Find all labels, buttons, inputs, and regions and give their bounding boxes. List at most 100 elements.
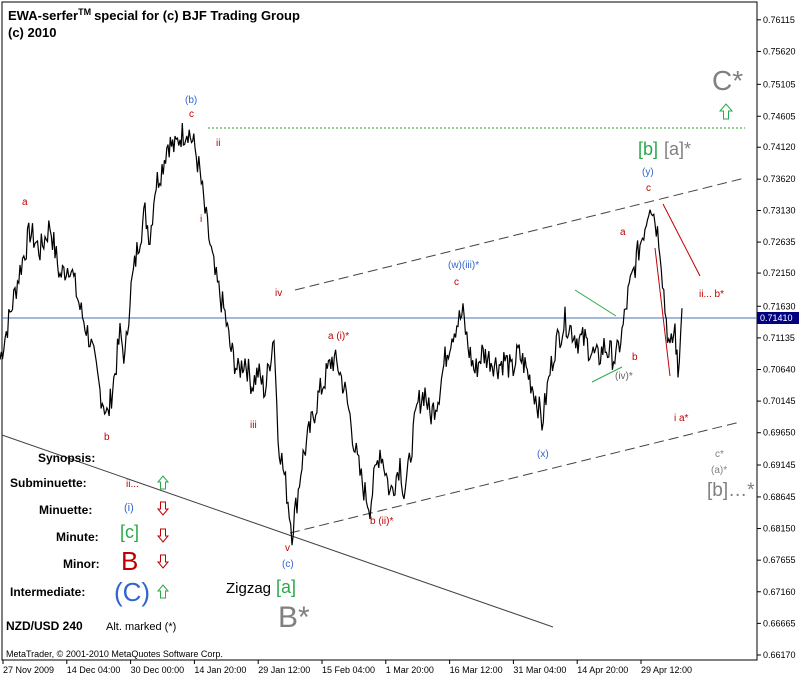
- long-trendline: [1, 434, 554, 628]
- x-tick-label: 1 Mar 20:00: [386, 665, 434, 675]
- red-segment-2: [662, 203, 701, 277]
- wave-c-star-small: c*: [715, 449, 724, 460]
- legend-symbol-subminuette: ii...: [126, 479, 139, 490]
- wave-a-right: a: [620, 227, 626, 238]
- chart-title: EWA-serferTM special for (c) BJF Trading …: [8, 7, 300, 23]
- y-tick-label: 0.67160: [763, 587, 796, 597]
- symbol-caption: NZD/USD 240: [6, 619, 83, 633]
- legend-label-intermediate: Intermediate:: [10, 585, 85, 599]
- up-arrow-icon: [156, 584, 170, 599]
- y-tick-label: 0.74120: [763, 142, 796, 152]
- chart-subtitle: (c) 2010: [8, 25, 56, 40]
- wave-b-bracket-green: [b]: [638, 139, 658, 159]
- x-axis: 27 Nov 2009 14 Dec 04:00 30 Dec 00:00 14 Ja…: [2, 660, 692, 675]
- wave-b-paren: (b): [185, 95, 197, 106]
- channel-lower-dashed: [289, 421, 741, 534]
- price-series-line: [0, 122, 683, 546]
- footer-credit: MetaTrader, © 2001-2010 MetaQuotes Softw…: [6, 649, 223, 659]
- y-tick-label: 0.67655: [763, 555, 796, 565]
- y-tick-label: 0.75105: [763, 79, 796, 89]
- y-tick-label: 0.72635: [763, 237, 796, 247]
- down-arrow-icon: [156, 528, 170, 543]
- red-segment-1: [654, 247, 671, 377]
- channel-upper-dashed: [294, 177, 746, 291]
- wave-a-left: a: [22, 197, 28, 208]
- legend-symbol-minute: [c]: [120, 522, 139, 542]
- x-tick-label: 30 Dec 00:00: [131, 665, 185, 675]
- x-tick-label: 16 Mar 12:00: [450, 665, 503, 675]
- wave-c-top: c: [189, 109, 194, 120]
- y-tick-label: 0.66170: [763, 650, 796, 660]
- wave-x-paren: (x): [537, 449, 549, 460]
- wave-a-bracket-gray: [a]*: [664, 139, 691, 159]
- wave-i-1: i: [200, 214, 202, 225]
- legend-label-subminuette: Subminuette:: [10, 476, 87, 490]
- zigzag-b-star: B*: [278, 601, 310, 634]
- wave-b-left: b: [104, 432, 110, 443]
- wave-ii-1: ii: [216, 138, 220, 149]
- y-tick-label: 0.72150: [763, 268, 796, 278]
- wave-c-paren-bottom: (c): [282, 559, 294, 570]
- wave-y-paren: (y): [642, 167, 654, 178]
- x-tick-label: 29 Apr 12:00: [641, 665, 692, 675]
- up-arrow-icon: [156, 475, 170, 490]
- y-tick-label: 0.73620: [763, 174, 796, 184]
- y-tick-label: 0.76115: [763, 15, 795, 25]
- wave-b-bracket-dots: [b]…*: [707, 480, 755, 501]
- wave-b-right: b: [632, 352, 638, 363]
- wave-b-paren-ii: b (ii)*: [370, 516, 393, 527]
- y-tick-label: 0.73130: [763, 205, 796, 215]
- wave-iv-1: iv: [275, 288, 282, 299]
- legend-label-minuette: Minuette:: [39, 503, 92, 517]
- y-tick-label: 0.74605: [763, 111, 796, 121]
- wave-c-star-big: C*: [712, 65, 743, 96]
- x-tick-label: 15 Feb 04:00: [322, 665, 375, 675]
- x-tick-label: 29 Jan 12:00: [258, 665, 310, 675]
- x-tick-label: 31 Mar 04:00: [513, 665, 566, 675]
- legend-symbol-intermediate: (C): [114, 577, 150, 607]
- green-segment-lower: [591, 366, 623, 383]
- wave-c-mid: c: [454, 277, 459, 288]
- wave-iii-1: iii: [250, 420, 257, 431]
- y-tick-label: 0.68150: [763, 524, 796, 534]
- y-tick-label: 0.71135: [763, 333, 795, 343]
- plot-frame: [1, 1, 758, 661]
- down-arrow-icon: [156, 501, 170, 516]
- legend-label-minor: Minor:: [63, 557, 100, 571]
- y-tick-label: 0.70145: [763, 396, 796, 406]
- x-tick-label: 14 Apr 20:00: [577, 665, 628, 675]
- y-tick-label: 0.69650: [763, 428, 796, 438]
- wave-i-a-star: i a*: [674, 413, 689, 424]
- y-tick-label: 0.70640: [763, 365, 796, 375]
- wave-w-iii: (w)(iii)*: [448, 260, 479, 271]
- green-segment-upper: [574, 289, 617, 317]
- y-tick-label: 0.66665: [763, 618, 796, 628]
- legend-symbol-minuette: (i): [124, 502, 134, 514]
- up-arrow-icon: [718, 103, 734, 120]
- legend-symbol-minor: B: [121, 546, 138, 576]
- wave-ii-b-star: ii... b*: [699, 289, 724, 300]
- y-tick-label: 0.69145: [763, 460, 796, 470]
- zigzag-label: Zigzag: [226, 580, 271, 597]
- y-axis: 0.76115 0.75620 0.75105 0.74605 0.74120 0.736…: [757, 15, 796, 660]
- zigzag-a-bracket: [a]: [276, 577, 296, 597]
- legend-label-minute: Minute:: [56, 530, 99, 544]
- y-tick-label: 0.71630: [763, 301, 796, 311]
- down-arrow-icon: [156, 554, 170, 569]
- legend-title: Synopsis:: [38, 451, 95, 465]
- wave-v-1: v: [285, 543, 290, 554]
- y-tick-label: 0.75620: [763, 46, 796, 56]
- current-price-label: 0.71410: [760, 313, 793, 323]
- wave-a-paren-star: (a)*: [711, 465, 727, 476]
- wave-iv-paren: (iv)*: [615, 371, 633, 382]
- current-price-box: [757, 312, 799, 324]
- synopsis-legend: Synopsis: Subminuette: ii... Minuette: (…: [10, 451, 170, 607]
- wave-c-right: c: [646, 183, 651, 194]
- y-tick-label: 0.68645: [763, 492, 796, 502]
- x-tick-label: 14 Dec 04:00: [67, 665, 121, 675]
- wave-a-paren-i: a (i)*: [328, 331, 349, 342]
- alt-note: Alt. marked (*): [106, 621, 176, 633]
- x-tick-label: 14 Jan 20:00: [194, 665, 246, 675]
- x-tick-label: 27 Nov 2009: [3, 665, 54, 675]
